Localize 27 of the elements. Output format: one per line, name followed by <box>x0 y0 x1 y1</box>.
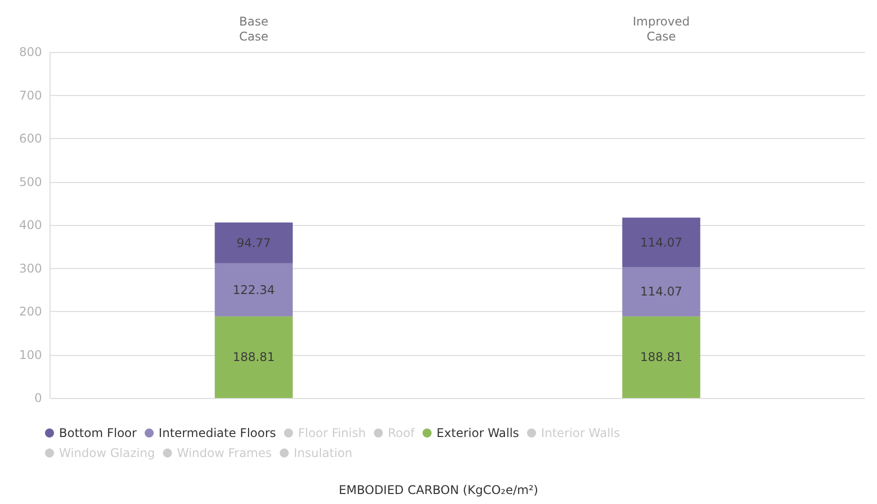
data-label: 94.77 <box>236 236 271 250</box>
data-label: 188.81 <box>232 350 275 364</box>
legend-label: Exterior Walls <box>436 426 520 440</box>
data-label: 122.34 <box>232 282 275 297</box>
bar <box>214 222 293 264</box>
legend-label: Bottom Floor <box>59 426 137 440</box>
bar <box>214 263 293 316</box>
y-tick-label: 500 <box>19 174 42 189</box>
bar <box>622 267 700 316</box>
data-label: 114.07 <box>640 284 682 299</box>
x-tick-label: Base Case <box>239 14 268 44</box>
data-label: 188.81 <box>640 350 682 364</box>
y-tick-label: 800 <box>19 45 42 59</box>
y-tick-label: 300 <box>19 261 42 276</box>
y-tick-label: 0 <box>34 391 42 405</box>
legend-label: Intermediate Floors <box>158 426 276 440</box>
bar <box>214 316 293 398</box>
data-label: 114.07 <box>640 235 682 250</box>
y-tick-label: 400 <box>19 218 42 232</box>
y-tick-label: 200 <box>19 304 42 318</box>
bar <box>622 316 700 398</box>
x-tick-label: Improved Case <box>632 14 690 44</box>
bar <box>622 218 700 268</box>
text: EMBODIED CARBON (KgCO₂e/m²) <box>338 483 538 497</box>
y-tick-label: 600 <box>19 132 42 146</box>
y-tick-label: 700 <box>19 88 42 102</box>
y-tick-label: 100 <box>19 348 42 362</box>
